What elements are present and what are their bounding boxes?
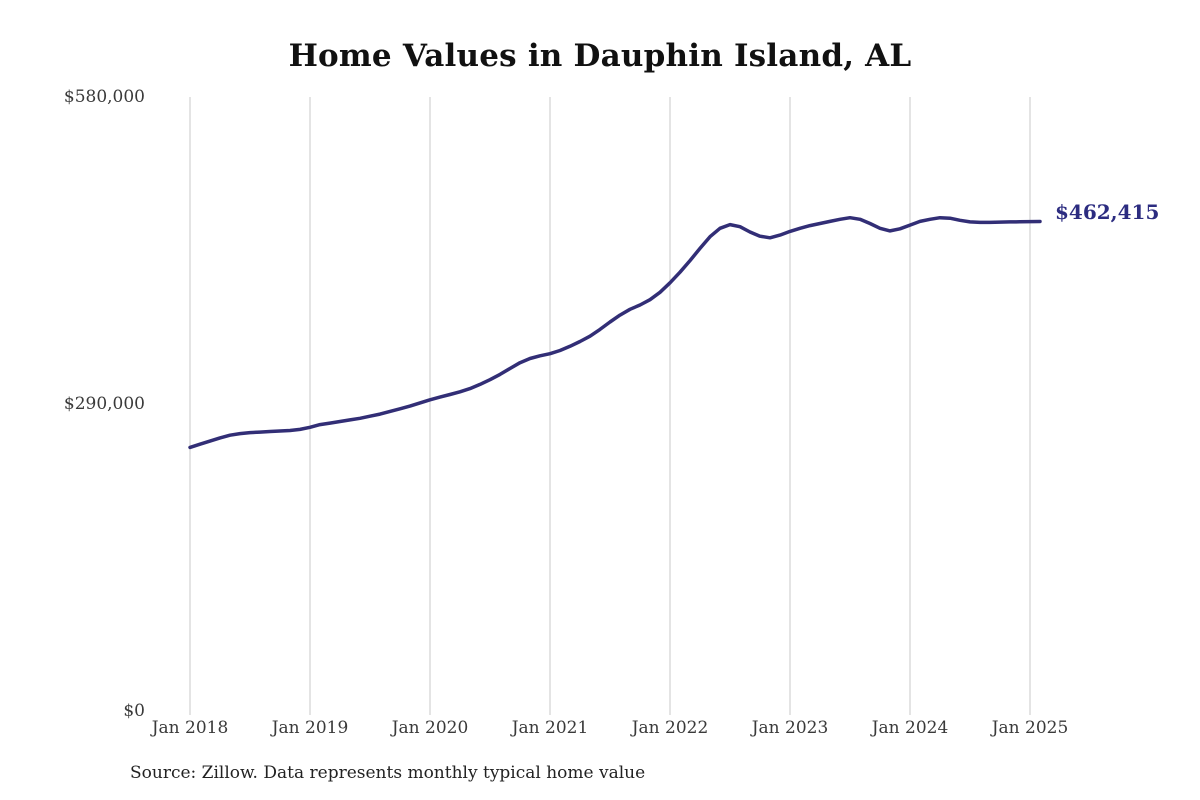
y-tick-label-290000: $290,000 xyxy=(63,394,145,414)
source-note: Source: Zillow. Data represents monthly … xyxy=(130,763,646,783)
chart-title: Home Values in Dauphin Island, AL xyxy=(288,38,912,74)
x-tick-label: Jan 2023 xyxy=(751,718,829,738)
x-tick-label: Jan 2021 xyxy=(511,718,589,738)
x-tick-label: Jan 2024 xyxy=(871,718,949,738)
gridlines xyxy=(189,97,1031,715)
y-tick-label-0: $0 xyxy=(123,701,145,721)
home-value-line xyxy=(188,215,1042,450)
y-tick-label-580000: $580,000 xyxy=(63,87,145,107)
x-tick-label: Jan 2020 xyxy=(391,718,469,738)
x-tick-label: Jan 2022 xyxy=(631,718,709,738)
latest-value-label: $462,415 xyxy=(1055,200,1160,224)
x-tick-label: Jan 2025 xyxy=(991,718,1069,738)
x-tick-label: Jan 2019 xyxy=(271,718,349,738)
x-tick-label: Jan 2018 xyxy=(151,718,229,738)
